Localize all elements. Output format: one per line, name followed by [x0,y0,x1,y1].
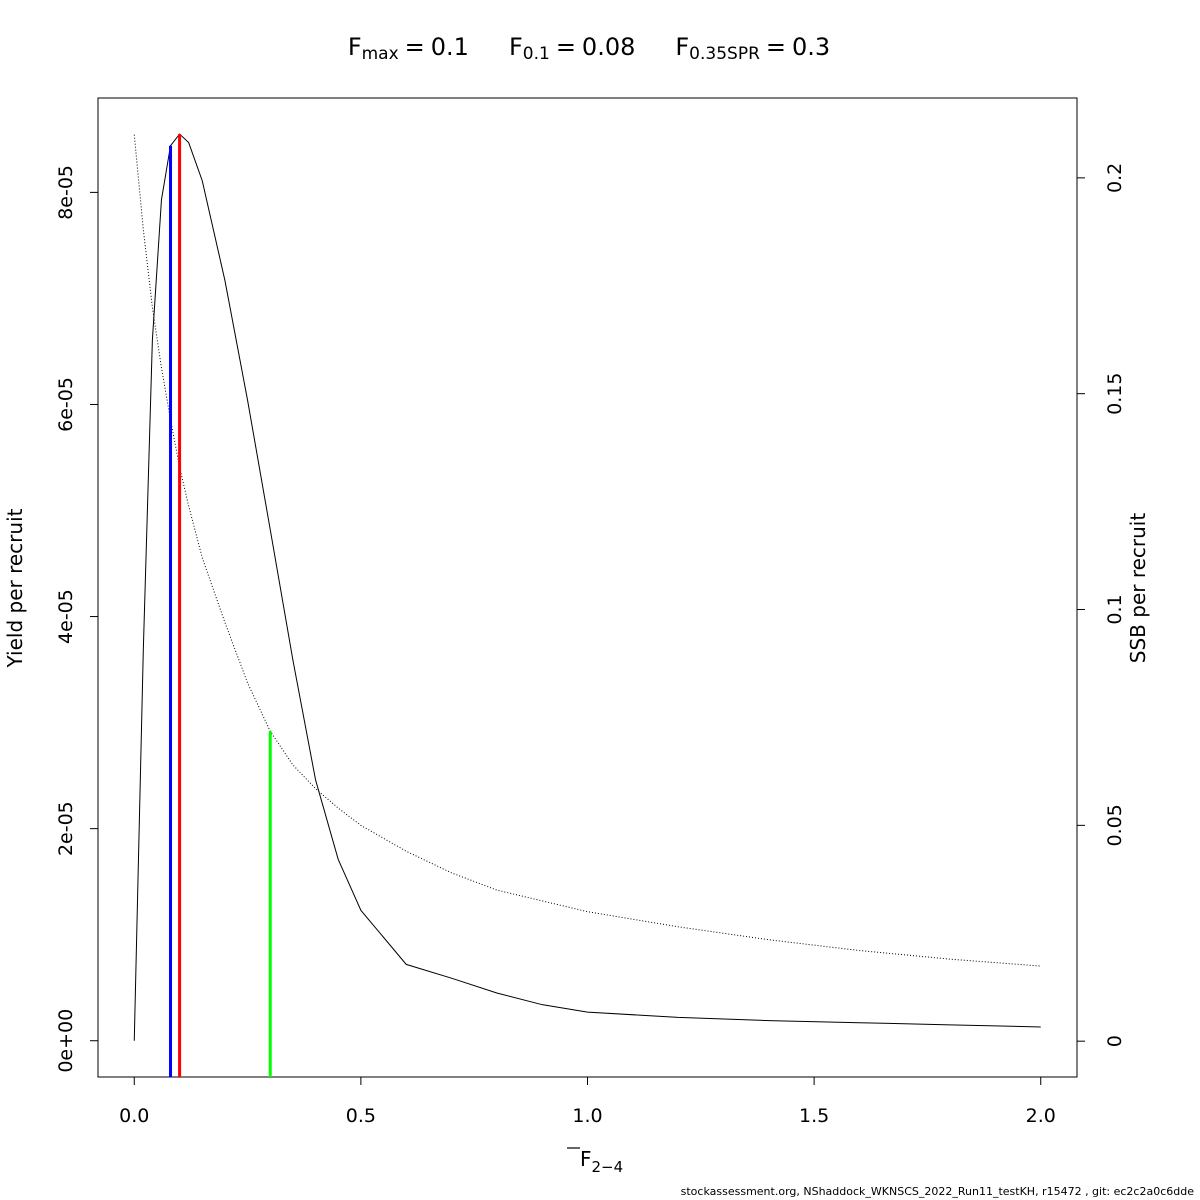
x-tick-label: 0.5 [346,1105,376,1127]
x-label-subscript: 2−4 [592,1158,624,1176]
y2-tick-label: 0.05 [1104,804,1126,846]
x-label-symbol: F [580,1147,592,1171]
title-symbol: F [675,33,689,61]
x-tick-label: 0.0 [119,1105,149,1127]
title-equals: = [556,33,576,61]
x-axis-label: F2−4 [580,1147,623,1176]
y2-tick-label: 0.2 [1104,163,1126,193]
y2-axis-label: SSB per recruit [1126,513,1150,664]
plot-frame [97,97,1078,1078]
title-value: 0.1 [431,33,469,61]
y-axis-label: Yield per recruit [3,508,27,668]
title-symbol: F [348,33,362,61]
title-value: 0.08 [582,33,635,61]
y-tick-label: 0e+00 [55,1009,77,1073]
y-tick-label: 8e-05 [55,165,77,220]
y2-tick-label: 0 [1104,1035,1126,1047]
x-tick-label: 2.0 [1026,1105,1056,1127]
y-tick-label: 2e-05 [55,801,77,856]
y-tick-label: 4e-05 [55,589,77,644]
title-value: 0.3 [792,33,830,61]
title-equals: = [766,33,786,61]
y-tick-label: 6e-05 [55,377,77,432]
x-tick-label: 1.0 [572,1105,602,1127]
y2-tick-label: 0.1 [1104,594,1126,624]
y2-tick-label: 0.15 [1104,373,1126,415]
x-tick-label: 1.5 [799,1105,829,1127]
title-subscript: 0.35SPR [689,44,760,64]
title-subscript: max [362,44,399,64]
title-equals: = [405,33,425,61]
ssb-curve [133,134,1041,967]
caption: stockassessment.org, NShaddock_WKNSCS_20… [681,1185,1195,1198]
chart-title: Fmax = 0.1 F0.1 = 0.08 F0.35SPR = 0.3 [348,33,830,64]
title-subscript: 0.1 [523,44,550,64]
title-symbol: F [509,33,523,61]
